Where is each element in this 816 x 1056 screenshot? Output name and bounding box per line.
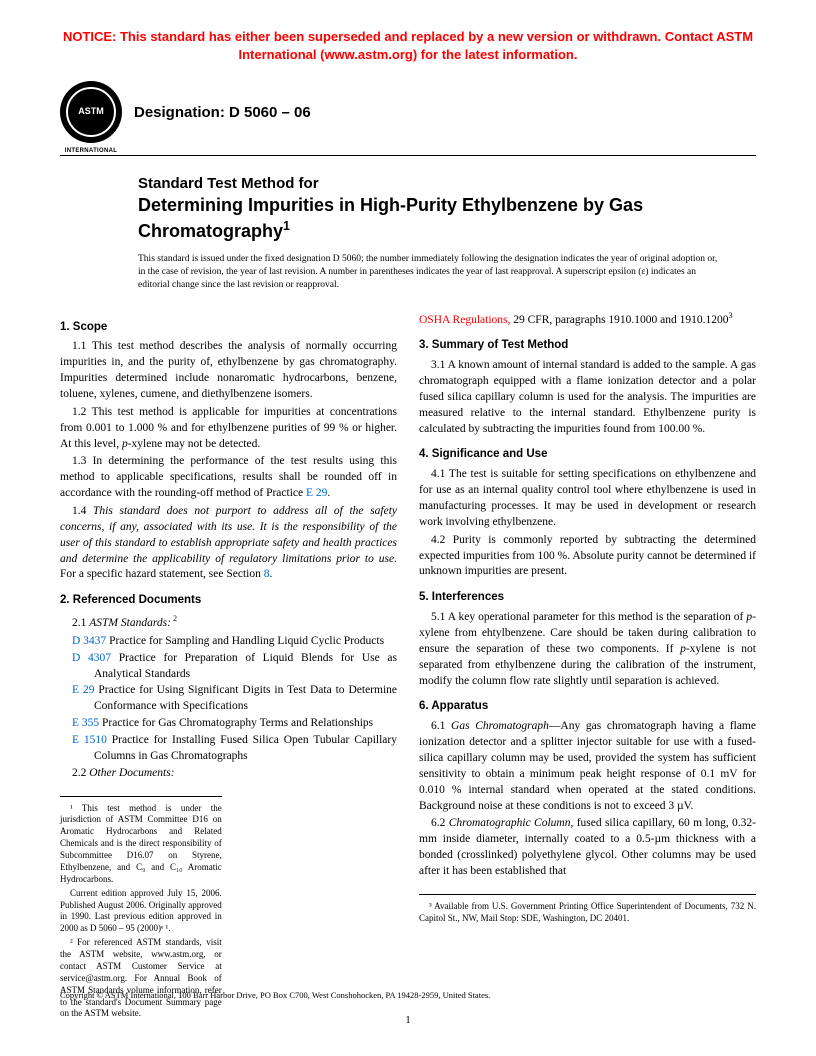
logo-subtext: INTERNATIONAL — [65, 148, 117, 154]
osha-ref: OSHA Regulations, 29 CFR, paragraphs 191… — [419, 310, 756, 329]
s2p2: 2.2 Other Documents: — [60, 766, 397, 782]
title-main: Determining Impurities in High-Purity Et… — [138, 195, 643, 240]
title-sup: 1 — [283, 219, 290, 233]
fn1: ¹ This test method is under the jurisdic… — [60, 803, 222, 886]
s6-head: 6. Apparatus — [419, 699, 756, 715]
s5-head: 5. Interferences — [419, 590, 756, 606]
ref-0: D 3437 Practice for Sampling and Handlin… — [60, 634, 397, 650]
s1p3: 1.3 In determining the performance of th… — [60, 454, 397, 502]
s2p1: 2.1 ASTM Standards: 2 — [60, 613, 397, 632]
ref-2: E 29 Practice for Using Significant Digi… — [60, 683, 397, 715]
fn2: ² For referenced ASTM standards, visit t… — [60, 937, 222, 1020]
footnotes-left: ¹ This test method is under the jurisdic… — [60, 796, 222, 1021]
s6p1: 6.1 Gas Chromatograph—Any gas chromatogr… — [419, 719, 756, 814]
scope-head: 1. Scope — [60, 320, 397, 336]
title-line1: Standard Test Method for — [138, 174, 756, 194]
s5p1: 5.1 A key operational parameter for this… — [419, 610, 756, 689]
designation: Designation: D 5060 – 06 — [134, 104, 311, 121]
copyright: Copyright © ASTM International, 100 Barr… — [60, 990, 490, 1000]
issuance-note: This standard is issued under the fixed … — [138, 253, 718, 291]
fn3: ³ Available from U.S. Government Printin… — [419, 901, 756, 925]
page-number: 1 — [405, 1014, 411, 1026]
body-columns: 1. Scope 1.1 This test method describes … — [60, 310, 756, 1023]
right-column: OSHA Regulations, 29 CFR, paragraphs 191… — [419, 310, 756, 1023]
rule — [60, 155, 756, 156]
title-block: Standard Test Method for Determining Imp… — [138, 174, 756, 243]
ref-3: E 355 Practice for Gas Chromatography Te… — [60, 716, 397, 732]
s4-head: 4. Significance and Use — [419, 447, 756, 463]
ref-1: D 4307 Practice for Preparation of Liqui… — [60, 651, 397, 683]
title-line2: Determining Impurities in High-Purity Et… — [138, 194, 756, 243]
left-column: 1. Scope 1.1 This test method describes … — [60, 310, 397, 1023]
notice-banner: NOTICE: This standard has either been su… — [60, 28, 756, 63]
s6p2: 6.2 Chromatographic Column, fused silica… — [419, 816, 756, 879]
s3-head: 3. Summary of Test Method — [419, 338, 756, 354]
astm-logo: ASTM INTERNATIONAL — [60, 81, 122, 143]
s4p1: 4.1 The test is suitable for setting spe… — [419, 467, 756, 530]
footnotes-right: ³ Available from U.S. Government Printin… — [419, 894, 756, 925]
s1p1: 1.1 This test method describes the analy… — [60, 339, 397, 402]
refs-head: 2. Referenced Documents — [60, 593, 397, 609]
s4p2: 4.2 Purity is commonly reported by subtr… — [419, 533, 756, 581]
s1p4: 1.4 This standard does not purport to ad… — [60, 504, 397, 583]
ref-4: E 1510 Practice for Installing Fused Sil… — [60, 733, 397, 765]
fn1b: Current edition approved July 15, 2006. … — [60, 888, 222, 936]
logo-text: ASTM — [78, 107, 104, 117]
s1p2: 1.2 This test method is applicable for i… — [60, 405, 397, 453]
header: ASTM INTERNATIONAL Designation: D 5060 –… — [60, 81, 756, 143]
s3p1: 3.1 A known amount of internal standard … — [419, 358, 756, 437]
